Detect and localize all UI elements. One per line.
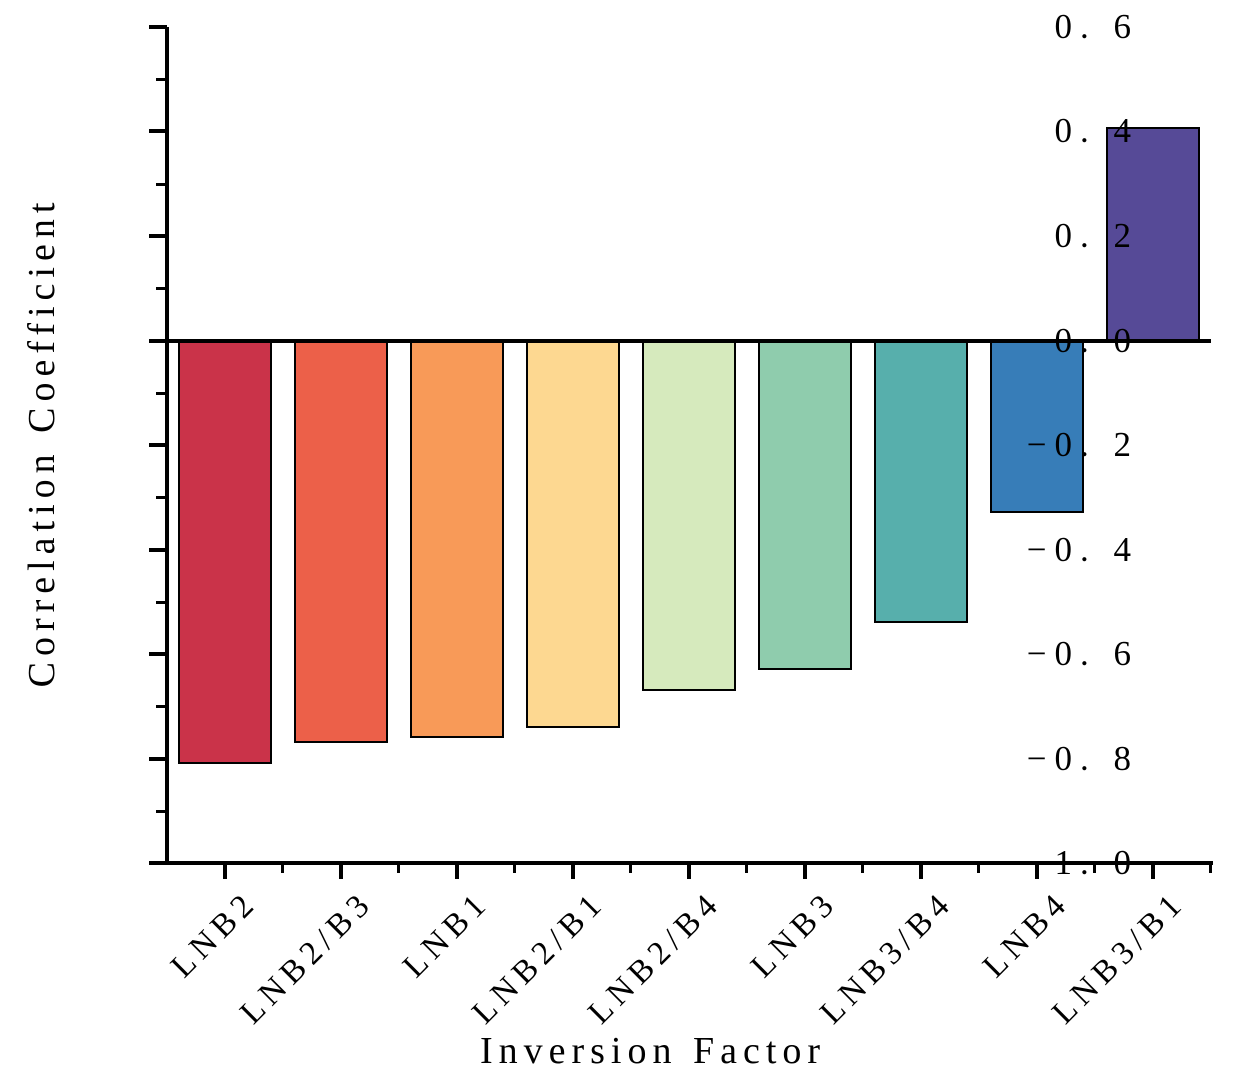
x-tick-label: LNB4 (975, 884, 1077, 985)
x-minor-tick (861, 861, 864, 873)
y-major-tick (149, 861, 167, 865)
y-major-tick (149, 234, 167, 238)
bar-LNB1 (410, 341, 504, 738)
y-tick-label: 0. 2 (1054, 216, 1139, 255)
x-major-tick (455, 861, 459, 879)
x-minor-tick (1093, 861, 1096, 873)
bar-LNB3/B4 (874, 341, 968, 623)
y-tick-label: −0. 6 (1026, 634, 1139, 673)
y-minor-tick (156, 392, 167, 395)
y-tick-label: −0. 8 (1026, 739, 1139, 778)
y-tick-label: 0. 4 (1054, 111, 1139, 150)
x-tick-label: LNB2 (163, 884, 265, 985)
x-tick-label: LNB3 (743, 884, 845, 985)
y-minor-tick (156, 601, 167, 604)
y-tick-label: 0. 0 (1054, 321, 1139, 360)
bar-LNB3/B1 (1106, 127, 1200, 341)
y-major-tick (149, 25, 167, 29)
x-minor-tick (513, 861, 516, 873)
y-minor-tick (156, 496, 167, 499)
x-major-tick (687, 861, 691, 879)
bar-LNB2/B3 (294, 341, 388, 743)
x-minor-tick (629, 861, 632, 873)
x-major-tick (919, 861, 923, 879)
y-major-tick (149, 652, 167, 656)
x-minor-tick (1209, 861, 1212, 873)
bar-LNB2 (178, 341, 272, 764)
y-minor-tick (156, 810, 167, 813)
y-tick-label: −1. 0 (1026, 843, 1139, 882)
y-minor-tick (156, 287, 167, 290)
y-major-tick (149, 129, 167, 133)
y-tick-label: −0. 2 (1026, 425, 1139, 464)
x-axis-title: Inversion Factor (479, 1030, 827, 1072)
y-axis-spine (165, 27, 169, 865)
x-minor-tick (397, 861, 400, 873)
bar-LNB4 (990, 341, 1084, 513)
x-major-tick (339, 861, 343, 879)
x-major-tick (223, 861, 227, 879)
y-axis-title: Correlation Coefficient (21, 196, 63, 688)
bar-LNB2/B1 (526, 341, 620, 728)
bar-LNB3 (758, 341, 852, 670)
y-minor-tick (156, 705, 167, 708)
y-tick-label: 0. 6 (1054, 7, 1139, 46)
x-major-tick (571, 861, 575, 879)
y-major-tick (149, 757, 167, 761)
x-major-tick (1035, 861, 1039, 879)
x-major-tick (803, 861, 807, 879)
x-major-tick (1151, 861, 1155, 879)
y-major-tick (149, 443, 167, 447)
y-minor-tick (156, 183, 167, 186)
y-major-tick (149, 339, 167, 343)
x-minor-tick (977, 861, 980, 873)
y-major-tick (149, 548, 167, 552)
x-tick-label: LNB1 (395, 884, 497, 985)
y-tick-label: −0. 4 (1026, 530, 1139, 569)
y-minor-tick (156, 78, 167, 81)
x-minor-tick (281, 861, 284, 873)
bar-LNB2/B4 (642, 341, 736, 691)
x-minor-tick (745, 861, 748, 873)
